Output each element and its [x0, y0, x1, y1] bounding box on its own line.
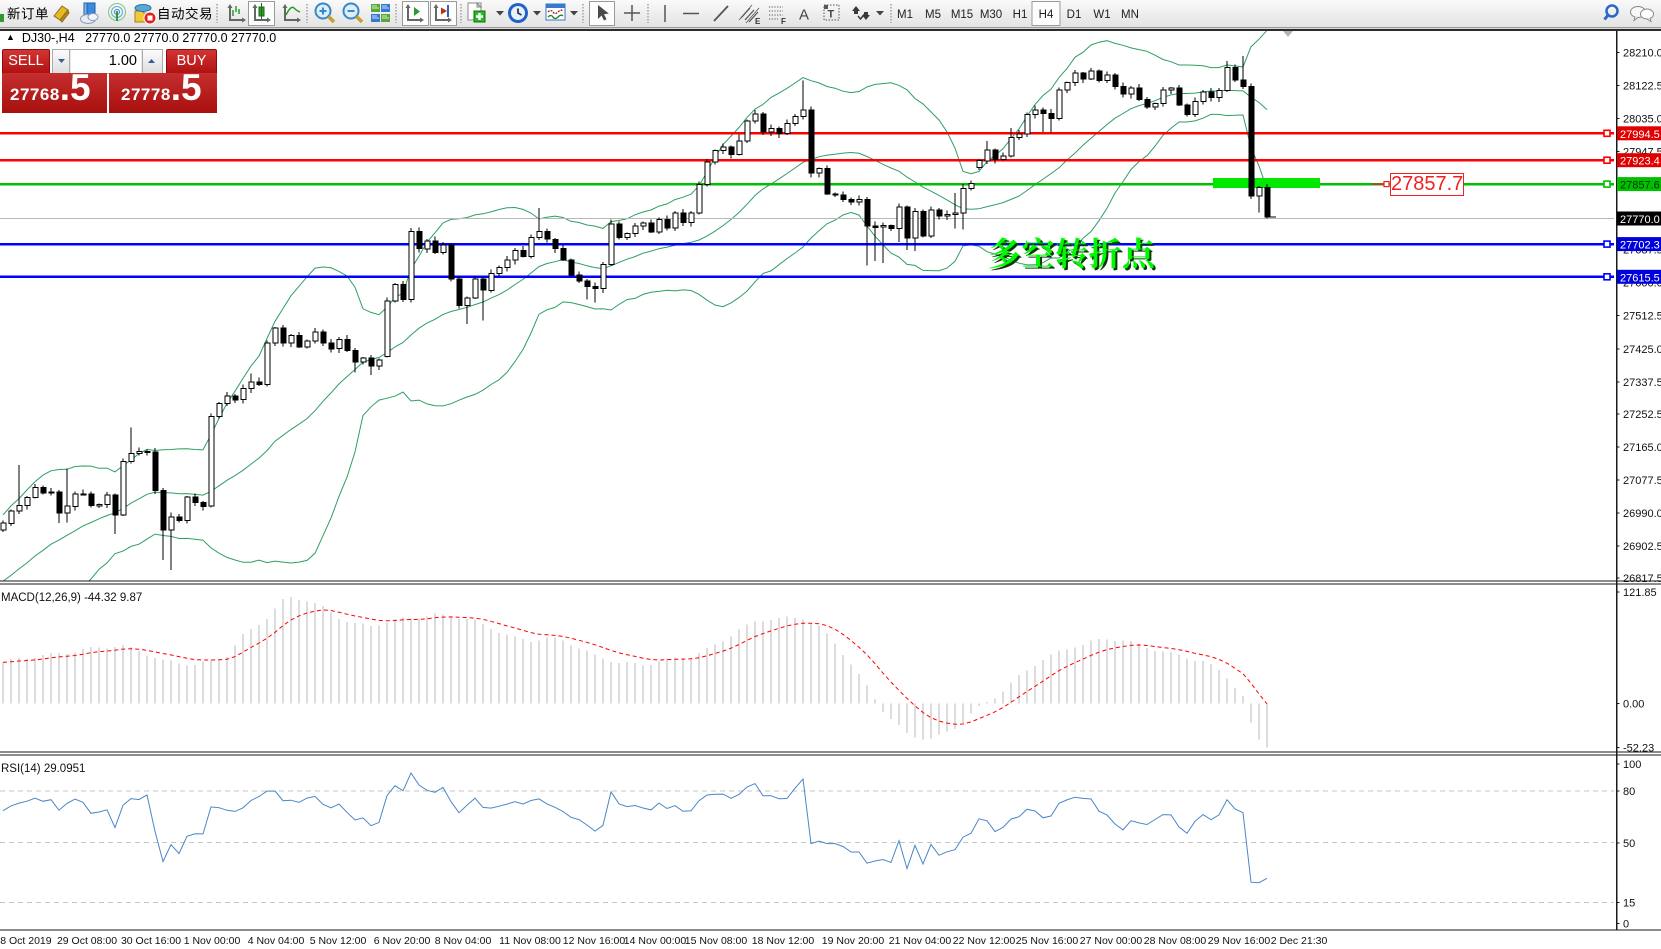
svg-text:T: T — [828, 9, 835, 21]
svg-text:F: F — [781, 17, 786, 26]
svg-text:26990.0: 26990.0 — [1623, 508, 1661, 520]
svg-text:W1: W1 — [1093, 9, 1110, 21]
svg-text:26902.5: 26902.5 — [1623, 541, 1661, 553]
svg-text:MACD(12,26,9) -44.32 9.87: MACD(12,26,9) -44.32 9.87 — [1, 592, 142, 604]
svg-text:11 Nov 08:00: 11 Nov 08:00 — [499, 935, 561, 947]
svg-text:2 Dec 21:30: 2 Dec 21:30 — [1271, 935, 1328, 947]
svg-text:27923.4: 27923.4 — [1620, 156, 1660, 168]
svg-text:30 Oct 16:00: 30 Oct 16:00 — [121, 935, 181, 947]
svg-text:E: E — [755, 17, 761, 26]
svg-text:MN: MN — [1121, 9, 1139, 21]
svg-text:1 Nov 00:00: 1 Nov 00:00 — [184, 935, 241, 947]
svg-text:21 Nov 04:00: 21 Nov 04:00 — [889, 935, 952, 947]
svg-text:14 Nov 00:00: 14 Nov 00:00 — [624, 935, 687, 947]
svg-text:28122.5: 28122.5 — [1623, 80, 1661, 92]
svg-text:19 Nov 20:00: 19 Nov 20:00 — [822, 935, 885, 947]
svg-text:27702.3: 27702.3 — [1620, 240, 1660, 252]
svg-text:27512.5: 27512.5 — [1623, 311, 1661, 323]
svg-text:27165.0: 27165.0 — [1623, 442, 1661, 454]
svg-text:18 Nov 12:00: 18 Nov 12:00 — [752, 935, 815, 947]
svg-text:28035.0: 28035.0 — [1623, 113, 1661, 125]
svg-text:29 Nov 16:00: 29 Nov 16:00 — [1208, 935, 1271, 947]
svg-text:28 Oct 2019: 28 Oct 2019 — [0, 935, 52, 947]
svg-text:22 Nov 12:00: 22 Nov 12:00 — [953, 935, 1016, 947]
svg-text:25 Nov 16:00: 25 Nov 16:00 — [1016, 935, 1079, 947]
svg-text:0: 0 — [1623, 918, 1629, 930]
svg-text:26817.5: 26817.5 — [1623, 573, 1661, 585]
svg-text:8 Nov 04:00: 8 Nov 04:00 — [435, 935, 492, 947]
svg-text:A: A — [799, 7, 809, 24]
svg-text:M5: M5 — [925, 9, 941, 21]
svg-text:M30: M30 — [980, 9, 1002, 21]
svg-text:80: 80 — [1623, 786, 1635, 798]
svg-text:12 Nov 16:00: 12 Nov 16:00 — [563, 935, 626, 947]
svg-text:M1: M1 — [897, 9, 913, 21]
svg-text:27425.0: 27425.0 — [1623, 344, 1661, 356]
svg-text:27770.0: 27770.0 — [1620, 214, 1660, 226]
svg-text:H4: H4 — [1039, 9, 1054, 21]
svg-text:27252.5: 27252.5 — [1623, 409, 1661, 421]
svg-text:27077.5: 27077.5 — [1623, 475, 1661, 487]
svg-text:H1: H1 — [1013, 9, 1028, 21]
svg-text:4 Nov 04:00: 4 Nov 04:00 — [248, 935, 305, 947]
svg-text:6 Nov 20:00: 6 Nov 20:00 — [374, 935, 431, 947]
svg-text:27615.5: 27615.5 — [1620, 272, 1660, 284]
svg-text:100: 100 — [1623, 759, 1641, 771]
svg-text:15 Nov 08:00: 15 Nov 08:00 — [685, 935, 748, 947]
svg-text:15: 15 — [1623, 898, 1635, 910]
svg-text:-52.23: -52.23 — [1623, 743, 1654, 755]
svg-text:27994.5: 27994.5 — [1620, 129, 1660, 141]
svg-text:5 Nov 12:00: 5 Nov 12:00 — [310, 935, 367, 947]
svg-text:27 Nov 00:00: 27 Nov 00:00 — [1080, 935, 1143, 947]
svg-text:29 Oct 08:00: 29 Oct 08:00 — [57, 935, 117, 947]
svg-text:27857.6: 27857.6 — [1620, 180, 1660, 192]
svg-text:27337.5: 27337.5 — [1623, 377, 1661, 389]
svg-text:28210.0: 28210.0 — [1623, 47, 1661, 59]
svg-text:0.00: 0.00 — [1623, 699, 1644, 711]
svg-text:50: 50 — [1623, 838, 1635, 850]
svg-text:RSI(14) 29.0951: RSI(14) 29.0951 — [1, 763, 85, 775]
svg-text:121.85: 121.85 — [1623, 587, 1657, 599]
svg-text:D1: D1 — [1067, 9, 1082, 21]
svg-text:28 Nov 08:00: 28 Nov 08:00 — [1144, 935, 1207, 947]
svg-text:M15: M15 — [951, 9, 973, 21]
